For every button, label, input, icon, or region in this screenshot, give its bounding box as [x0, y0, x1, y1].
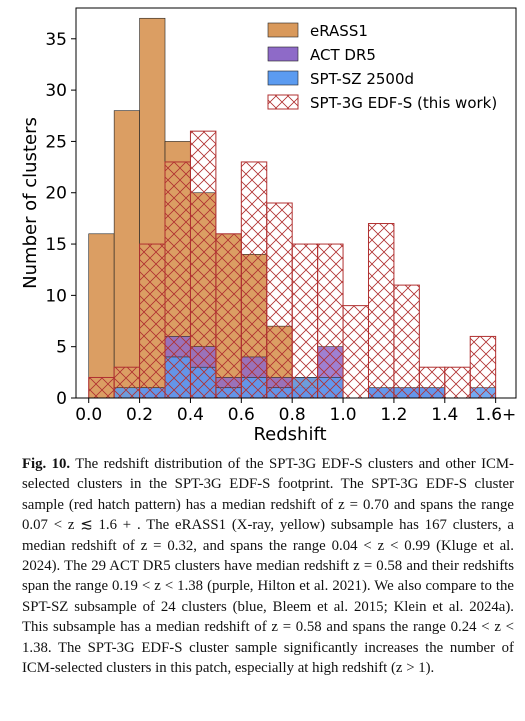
legend-label-0: eRASS1 [310, 22, 368, 40]
bar-3-4 [189, 130, 217, 399]
x-axis-label: Redshift [253, 424, 326, 445]
legend-label-3: SPT-3G EDF-S (this work) [310, 94, 497, 112]
redshift-histogram: 0.0 0.2 0.4 0.6 0.8 1.0 1.2 1.4 1.6+ 0 5 10 15 20 25 30… [20, 7, 517, 445]
legend-swatch-0 [267, 22, 299, 38]
legend-swatch-1 [267, 46, 299, 62]
y-tick-label-0: 0 [56, 389, 67, 409]
bar-3-15 [469, 335, 497, 399]
x-tick-label-2: 0.4 [177, 405, 204, 425]
x-tick-label-6: 1.2 [380, 405, 407, 425]
x-tick-label-7: 1.4 [431, 405, 458, 425]
y-tick-label-2: 10 [45, 286, 67, 306]
y-tick-label-1: 5 [56, 338, 67, 358]
bar-3-6 [240, 161, 268, 399]
redshift-histogram-figure: 0.0 0.2 0.4 0.6 0.8 1.0 1.2 1.4 1.6+ 0 5 10 15 20 25 30… [20, 7, 517, 445]
caption-text: The redshift distribution of the SPT-3G … [22, 456, 514, 677]
bar-0-0 [88, 233, 115, 399]
figure-caption: Fig. 10. The redshift distribution of th… [22, 454, 514, 678]
legend-swatch-3 [267, 94, 299, 110]
bar-3-14 [444, 366, 471, 399]
x-tick-label-8: 1.6+ [475, 405, 516, 425]
legend-label-1: ACT DR5 [310, 46, 376, 64]
x-tick-label-5: 1.0 [330, 405, 357, 425]
legend: eRASS1 ACT DR5 SPT-SZ 2500d SPT-3G EDF-S (t… [267, 22, 497, 112]
bar-3-3 [164, 161, 191, 399]
legend-label-2: SPT-SZ 2500d [310, 70, 414, 88]
x-tick-label-4: 0.8 [279, 405, 306, 425]
y-axis-label: Number of clusters [20, 117, 41, 289]
bar-3-9 [317, 243, 344, 399]
x-tick-label-1: 0.2 [126, 405, 153, 425]
y-tick-label-4: 20 [45, 184, 67, 204]
bar-3-13 [418, 366, 446, 399]
bar-3-1 [113, 366, 141, 399]
bar-3-5 [215, 233, 242, 399]
x-tick-label-0: 0.0 [75, 405, 102, 425]
bar-3-8 [291, 243, 319, 399]
y-tick-label-7: 35 [45, 30, 67, 50]
plot-frame [75, 7, 517, 399]
bar-3-0 [88, 376, 115, 399]
y-tick-label-3: 15 [45, 235, 67, 255]
bar-3-7 [266, 202, 293, 399]
bar-3-2 [139, 243, 166, 399]
axes-layer: 0.0 0.2 0.4 0.6 0.8 1.0 1.2 1.4 1.6+ 0 5 10 15 20 25 30… [20, 7, 517, 445]
bar-3-12 [393, 284, 420, 399]
bar-3-11 [367, 223, 395, 399]
bar-0-1 [113, 110, 140, 399]
y-tick-label-5: 25 [45, 132, 67, 152]
y-tick-label-6: 30 [45, 81, 67, 101]
bar-3-10 [342, 305, 369, 399]
x-tick-label-3: 0.6 [228, 405, 255, 425]
caption-label: Fig. 10. [22, 456, 71, 472]
legend-swatch-2 [267, 70, 299, 86]
